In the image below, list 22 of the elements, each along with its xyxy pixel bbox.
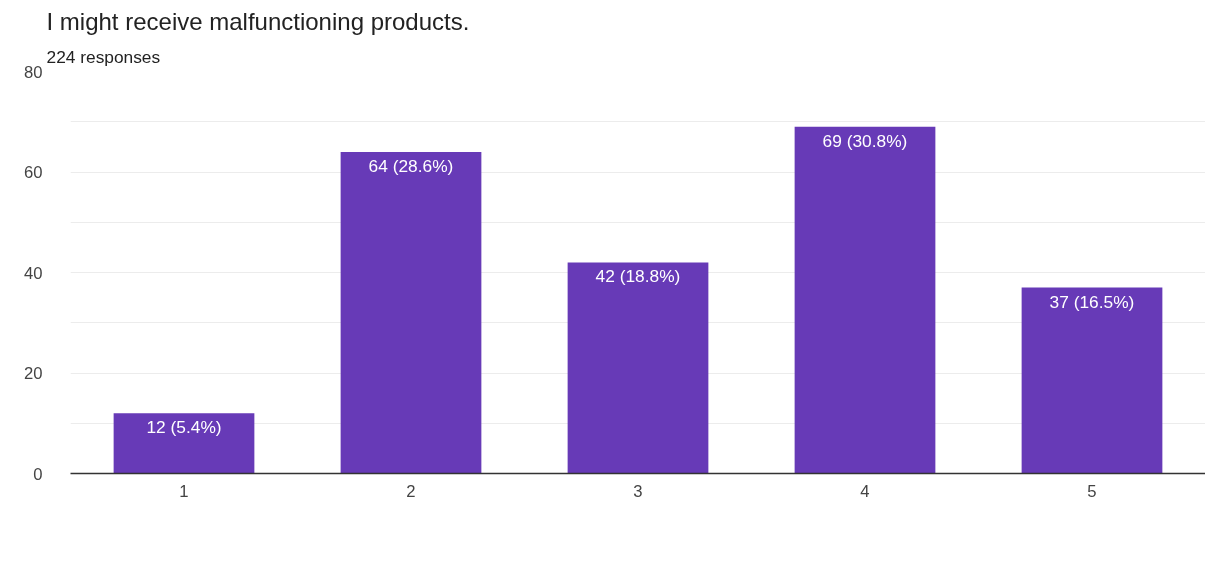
x-tick-label: 5 bbox=[1087, 481, 1097, 501]
y-tick-label: 20 bbox=[23, 364, 43, 383]
bar bbox=[113, 413, 255, 474]
bar bbox=[340, 151, 482, 474]
data-label: 64 (28.6%) bbox=[368, 155, 454, 176]
bar bbox=[794, 126, 936, 474]
x-tick-label: 1 bbox=[179, 481, 189, 501]
y-tick-label: 80 bbox=[23, 62, 43, 82]
x-tick-label: 2 bbox=[406, 481, 416, 501]
chart-title: I might receive malfunctioning products. bbox=[46, 7, 470, 35]
chart-subtitle: 224 responses bbox=[46, 46, 161, 67]
y-tick-label: 40 bbox=[23, 263, 43, 283]
bar bbox=[1021, 287, 1163, 474]
x-tick-label: 4 bbox=[860, 481, 870, 501]
data-label: 42 (18.8%) bbox=[595, 266, 681, 287]
x-tick-label: 3 bbox=[633, 481, 643, 501]
data-label: 37 (16.5%) bbox=[1049, 291, 1135, 312]
data-label: 69 (30.8%) bbox=[822, 130, 908, 151]
y-tick-label: 0 bbox=[33, 464, 43, 484]
data-label: 12 (5.4%) bbox=[146, 417, 222, 438]
bar bbox=[567, 262, 709, 474]
y-tick-label: 60 bbox=[23, 163, 43, 182]
